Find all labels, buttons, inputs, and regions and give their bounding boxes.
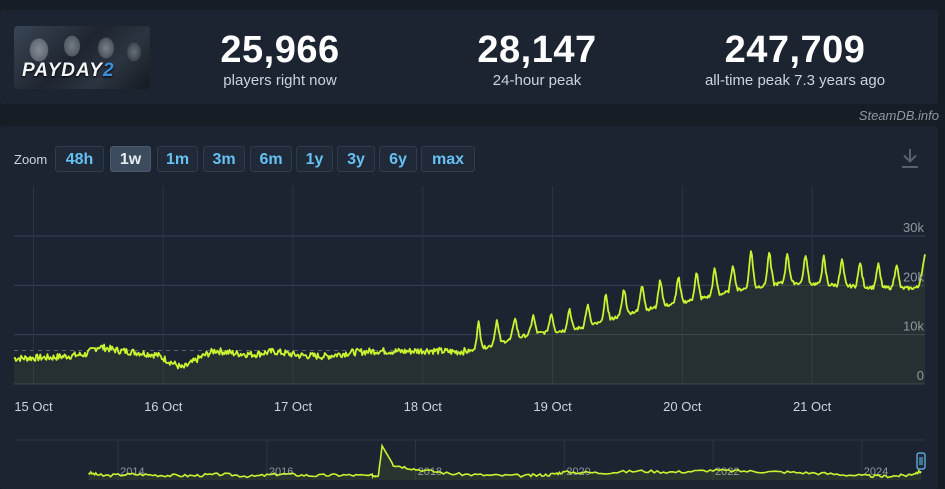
navigator[interactable]: 201420162018202020222024 (14, 439, 926, 480)
x-tick-label: 18 Oct (404, 399, 443, 414)
stat-current-players: 25,966 players right now (205, 30, 355, 89)
24h-peak-label: 24-hour peak (492, 72, 582, 89)
download-icon[interactable] (900, 147, 920, 169)
zoom-1m-button[interactable]: 1m (157, 146, 198, 172)
zoom-3m-button[interactable]: 3m (203, 146, 245, 172)
y-tick-label: 10k (903, 319, 924, 334)
all-time-peak-label: all-time peak 7.3 years ago (704, 72, 886, 89)
y-tick-label: 0 (917, 368, 924, 383)
stat-all-time-peak: 247,709 all-time peak 7.3 years ago (690, 30, 900, 89)
x-tick-label: 20 Oct (663, 399, 702, 414)
x-axis-ticks: 15 Oct 16 Oct 17 Oct 18 Oct 19 Oct 20 Oct 21 O… (14, 399, 831, 414)
zoom-max-button[interactable]: max (421, 146, 475, 172)
zoom-3y-button[interactable]: 3y (337, 146, 375, 172)
all-time-peak-value: 247,709 (724, 29, 866, 71)
y-axis-ticks: 0 10k 20k 30k (903, 220, 924, 383)
current-players-label: players right now (223, 72, 337, 89)
y-tick-label: 30k (903, 220, 924, 235)
game-logo[interactable]: PAYDAY2 (14, 26, 150, 89)
x-tick-label: 19 Oct (533, 399, 572, 414)
y-tick-label: 20k (903, 269, 924, 284)
zoom-1y-button[interactable]: 1y (296, 146, 333, 172)
x-tick-label: 16 Oct (144, 399, 183, 414)
chart-grid (14, 235, 925, 385)
header-bar: PAYDAY2 25,966 players right now 28,147 … (0, 10, 938, 104)
logo-text: PAYDAY2 (22, 60, 115, 81)
stat-24h-peak: 28,147 24-hour peak (462, 30, 612, 89)
zoom-6m-button[interactable]: 6m (250, 146, 292, 172)
navigator-handle[interactable] (916, 452, 926, 470)
logo-art (14, 26, 150, 89)
steamdb-credit[interactable]: SteamDB.info (858, 108, 939, 123)
navigator-tick-label: 2018 (418, 466, 442, 478)
zoom-1w-button[interactable]: 1w (110, 146, 151, 172)
chart-panel (0, 126, 938, 489)
x-tick-label: 21 Oct (793, 399, 832, 414)
24h-peak-value: 28,147 (477, 29, 597, 71)
main-series-area (14, 251, 925, 384)
x-tick-label: 17 Oct (274, 399, 313, 414)
zoom-label: Zoom (14, 152, 48, 167)
navigator-line (88, 443, 922, 480)
navigator-tick-label: 2020 (566, 466, 590, 478)
zoom-48h-button[interactable]: 48h (55, 146, 104, 172)
zoom-6y-button[interactable]: 6y (379, 146, 417, 172)
current-players-value: 25,966 (220, 29, 340, 71)
navigator-tick-label: 2016 (269, 466, 293, 478)
x-tick-label: 15 Oct (14, 399, 53, 414)
main-series-line (13, 250, 926, 370)
